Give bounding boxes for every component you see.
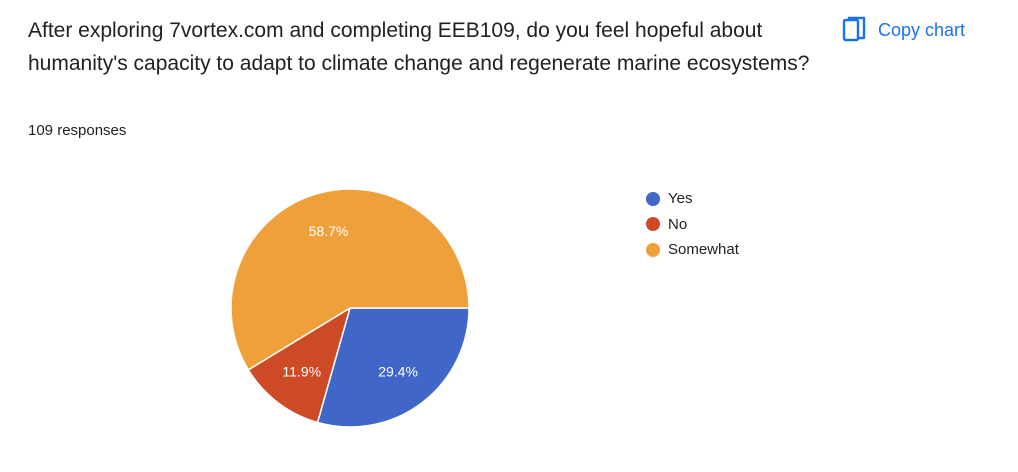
legend-label: No bbox=[668, 215, 688, 233]
legend-item-somewhat[interactable]: Somewhat bbox=[646, 237, 739, 263]
legend-swatch bbox=[646, 217, 660, 232]
pie-slice-yes[interactable] bbox=[316, 307, 470, 428]
legend-swatch bbox=[646, 242, 660, 257]
chart-legend: Yes No Somewhat bbox=[646, 186, 739, 263]
pie-slice-somewhat[interactable] bbox=[230, 188, 470, 371]
response-count: 109 responses bbox=[28, 122, 127, 139]
copy-chart-button[interactable]: Copy chart bbox=[842, 12, 965, 48]
slice-label-no: 11.9% bbox=[282, 363, 321, 379]
slice-label-somewhat: 58.7% bbox=[309, 223, 349, 239]
copy-icon bbox=[842, 16, 866, 44]
legend-label: Yes bbox=[668, 190, 693, 208]
question-title: After exploring 7vortex.com and completi… bbox=[28, 19, 810, 75]
legend-item-yes[interactable]: Yes bbox=[646, 186, 739, 212]
pie-slice-no[interactable] bbox=[247, 306, 352, 424]
slice-label-yes: 29.4% bbox=[378, 364, 418, 380]
legend-label: Somewhat bbox=[668, 241, 739, 259]
legend-swatch bbox=[646, 191, 660, 206]
legend-item-no[interactable]: No bbox=[646, 212, 739, 238]
copy-chart-label: Copy chart bbox=[878, 19, 966, 40]
